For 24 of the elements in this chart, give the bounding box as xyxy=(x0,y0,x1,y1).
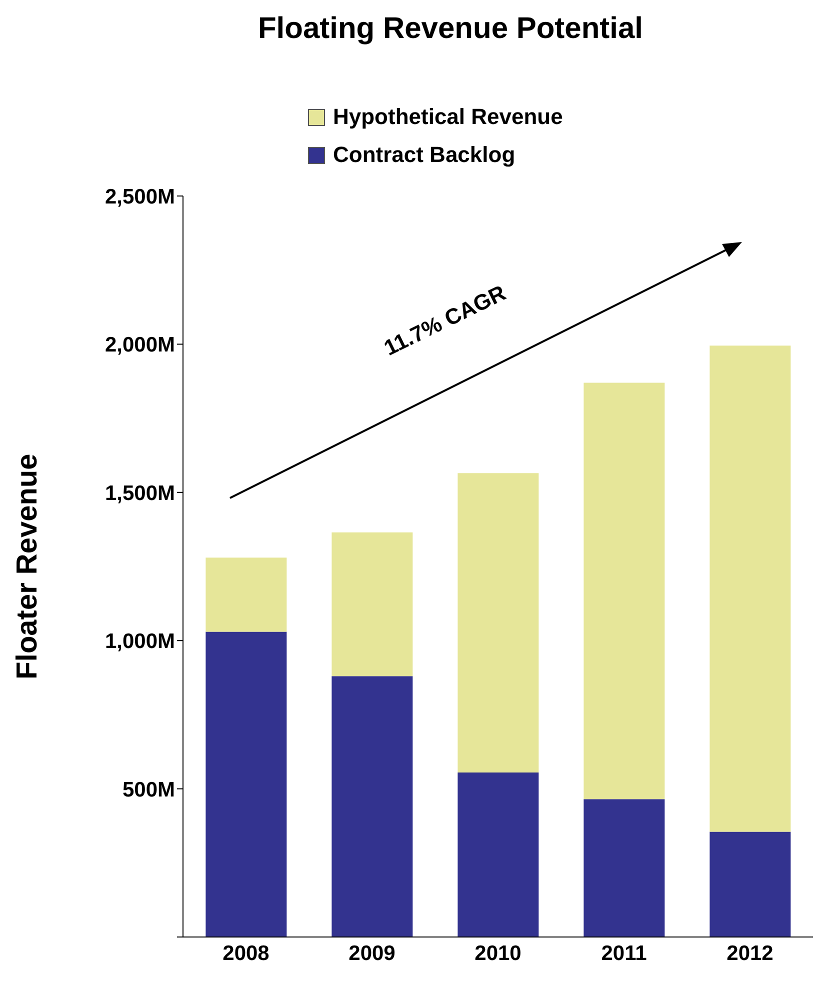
bar xyxy=(458,473,539,772)
y-tick-label: 2,500M xyxy=(104,185,175,208)
y-axis-title: Floater Revenue xyxy=(11,454,44,680)
bar xyxy=(458,772,539,937)
chart-title: Floating Revenue Potential xyxy=(256,11,644,47)
bar xyxy=(710,832,791,937)
bar xyxy=(206,632,287,937)
bar xyxy=(710,346,791,832)
x-tick-label: 2010 xyxy=(474,942,522,965)
y-tick-label: 2,000M xyxy=(104,334,175,357)
x-tick-label: 2012 xyxy=(726,942,774,965)
bar xyxy=(332,676,413,937)
x-tick-label: 2011 xyxy=(601,942,648,965)
bar xyxy=(584,799,665,937)
bar xyxy=(584,382,665,800)
x-tick-label: 2009 xyxy=(348,942,396,965)
y-tick-label: 1,000M xyxy=(104,630,175,654)
bar xyxy=(206,558,287,632)
legend-label: Hypothetical Revenue xyxy=(333,104,563,130)
y-tick-label: 500M xyxy=(122,778,175,802)
legend-label: Contract Backlog xyxy=(333,142,516,168)
x-tick-label: 2008 xyxy=(222,942,270,965)
y-tick-label: 1,500M xyxy=(104,482,175,505)
bar xyxy=(332,532,413,676)
